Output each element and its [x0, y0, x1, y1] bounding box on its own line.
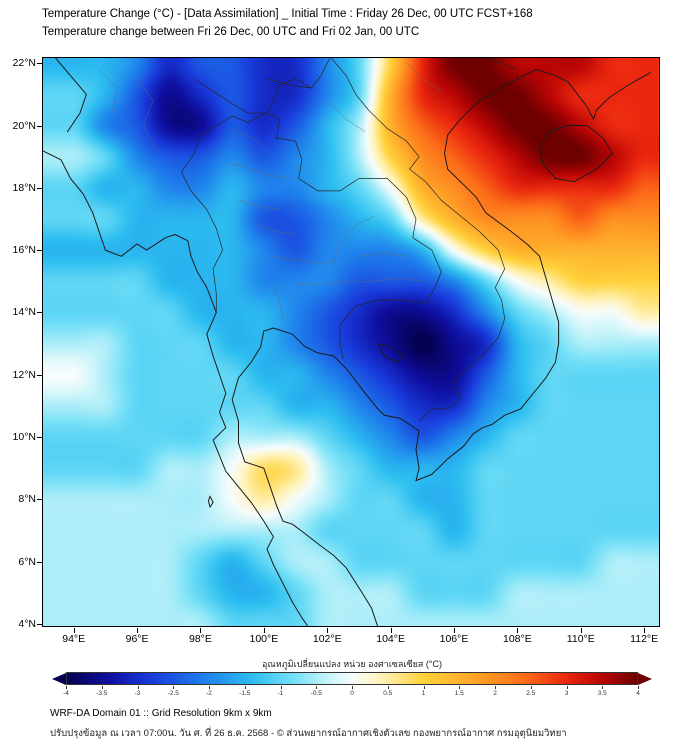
colorbar-tick-mark — [137, 686, 139, 689]
colorbar-left-arrow-icon — [52, 672, 66, 685]
figure-subtitle: Temperature change between Fri 26 Dec, 0… — [42, 26, 420, 38]
y-tick-label: 4°N — [18, 617, 36, 630]
y-tick-mark — [37, 561, 42, 563]
footer-domain-info: WRF-DA Domain 01 :: Grid Resolution 9km … — [50, 708, 272, 719]
x-tick-label: 112°E — [630, 633, 659, 645]
x-tick-label: 98°E — [189, 633, 212, 645]
colorbar-tick-mark — [459, 686, 461, 689]
colorbar-tick-mark — [352, 686, 353, 689]
y-tick-label: 12°N — [12, 368, 36, 381]
colorbar-tick-mark — [566, 686, 568, 689]
x-tick-mark — [73, 628, 75, 633]
y-tick-mark — [37, 312, 42, 314]
colorbar-tick-label: -4 — [63, 690, 69, 697]
colorbar-tick-label: 2 — [493, 690, 497, 697]
colorbar-tick-label: 2.5 — [526, 690, 536, 697]
x-tick-mark — [390, 628, 392, 633]
figure-title: Temperature Change (°C) - [Data Assimila… — [42, 8, 533, 20]
x-tick-mark — [327, 628, 329, 633]
colorbar-tick-mark — [101, 686, 103, 689]
colorbar-title: อุณหภูมิเปลี่ยนแปลง หน่วย องศาเซลเซียส (… — [262, 659, 442, 669]
y-tick-label: 14°N — [12, 306, 36, 319]
y-tick-label: 8°N — [18, 493, 36, 506]
x-tick-mark — [454, 628, 455, 633]
y-tick-label: 16°N — [12, 244, 36, 257]
x-tick-mark — [517, 628, 519, 633]
colorbar-tick-label: 1.5 — [454, 690, 464, 697]
colorbar — [52, 672, 652, 685]
colorbar-right-arrow-icon — [638, 672, 652, 685]
x-tick-label: 108°E — [503, 633, 532, 645]
x-tick-label: 94°E — [62, 633, 86, 645]
colorbar-tick-mark — [209, 686, 210, 689]
y-tick-label: 22°N — [12, 57, 36, 70]
colorbar-tick-label: -1.5 — [239, 690, 251, 697]
y-tick-mark — [37, 250, 42, 252]
colorbar-tick-mark — [495, 686, 496, 689]
temperature-field-canvas — [42, 57, 660, 627]
colorbar-tick-label: -0.5 — [310, 690, 322, 697]
colorbar-tick-mark — [316, 686, 318, 689]
colorbar-tick-mark — [280, 686, 282, 689]
x-tick-mark — [263, 628, 265, 633]
x-tick-mark — [137, 628, 139, 633]
x-tick-label: 104°E — [376, 633, 405, 645]
colorbar-tick-label: 0 — [350, 690, 354, 697]
y-tick-mark — [37, 125, 42, 127]
y-tick-label: 18°N — [12, 181, 36, 194]
y-tick-label: 6°N — [18, 555, 36, 568]
colorbar-tick-label: -3.5 — [96, 690, 108, 697]
colorbar-tick-label: -2 — [206, 690, 212, 697]
colorbar-tick-mark — [638, 686, 639, 689]
x-tick-label: 100°E — [249, 633, 279, 645]
colorbar-tick-label: 0.5 — [383, 690, 393, 697]
y-tick-label: 10°N — [12, 431, 36, 443]
colorbar-tick-label: 3 — [564, 690, 569, 697]
colorbar-tick-mark — [602, 686, 604, 689]
colorbar-tick-mark — [66, 686, 67, 689]
colorbar-tick-mark — [423, 686, 425, 689]
x-tick-label: 110°E — [566, 633, 595, 645]
colorbar-tick-label: -3 — [134, 690, 141, 697]
x-tick-mark — [200, 628, 202, 633]
footer-update-info: ปรับปรุงข้อมูล ณ เวลา 07:00น. วัน ศ. ที่… — [50, 728, 567, 739]
colorbar-tick-mark — [173, 686, 175, 689]
colorbar-tick-label: -1 — [277, 690, 284, 697]
y-tick-label: 20°N — [12, 119, 36, 132]
colorbar-tick-label: 4 — [636, 690, 640, 697]
colorbar-tick-mark — [244, 686, 246, 689]
x-tick-label: 106°E — [439, 633, 469, 645]
colorbar-tick-mark — [387, 686, 389, 689]
colorbar-tick-label: 1 — [421, 690, 426, 697]
colorbar-tick-mark — [530, 686, 532, 689]
colorbar-tick-label: -2.5 — [167, 690, 179, 697]
y-tick-mark — [37, 437, 42, 438]
x-tick-label: 102°E — [312, 633, 342, 645]
colorbar-tick-label: 3.5 — [597, 690, 607, 697]
colorbar-gradient — [66, 672, 638, 685]
x-tick-label: 96°E — [125, 633, 149, 645]
y-tick-mark — [37, 623, 42, 625]
x-tick-mark — [644, 628, 646, 633]
y-tick-mark — [37, 187, 42, 189]
y-tick-mark — [37, 499, 42, 501]
y-tick-mark — [37, 374, 42, 376]
x-tick-mark — [580, 628, 582, 633]
y-tick-mark — [37, 63, 42, 65]
